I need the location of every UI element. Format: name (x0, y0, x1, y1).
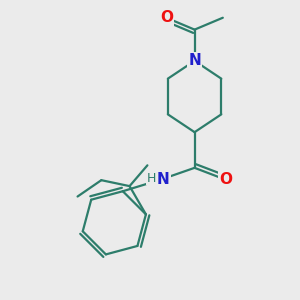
Text: H: H (147, 172, 156, 185)
Text: N: N (188, 53, 201, 68)
Text: O: O (160, 10, 173, 25)
Text: O: O (219, 172, 232, 187)
Text: N: N (157, 172, 170, 187)
